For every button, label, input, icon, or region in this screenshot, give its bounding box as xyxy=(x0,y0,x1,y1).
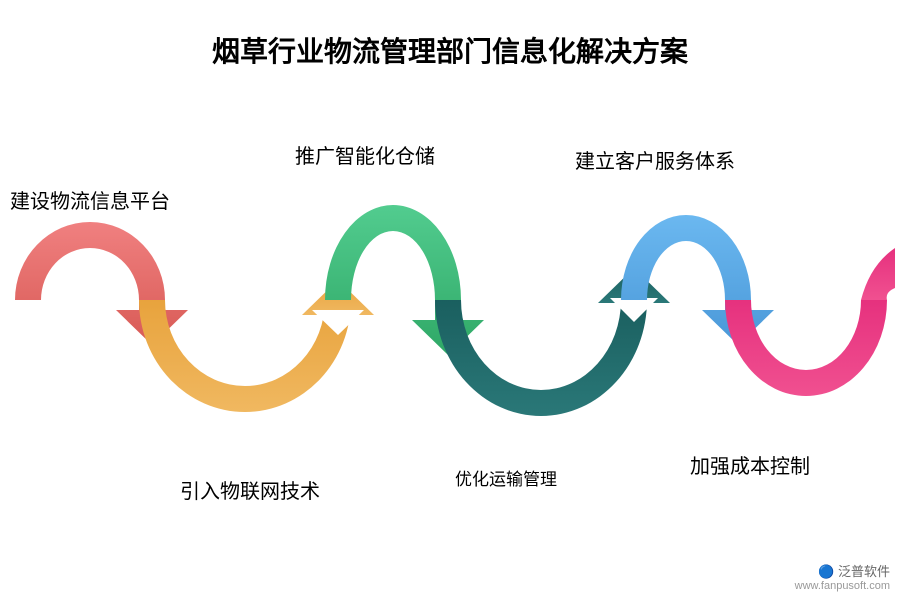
watermark-url: www.fanpusoft.com xyxy=(795,580,890,592)
wave-seg-4 xyxy=(435,300,647,416)
label-seg-2: 引入物联网技术 xyxy=(180,475,320,504)
label-seg-5: 建立客户服务体系 xyxy=(575,145,735,174)
label-seg-1: 建设物流信息平台 xyxy=(10,185,170,214)
label-seg-3: 推广智能化仓储 xyxy=(295,140,435,169)
watermark: 🔵 泛普软件 www.fanpusoft.com xyxy=(795,561,890,592)
label-seg-4: 优化运输管理 xyxy=(455,465,557,490)
wave-seg-4-arrow-notch xyxy=(610,298,658,322)
wave-seg-6 xyxy=(725,300,887,396)
label-seg-6: 加强成本控制 xyxy=(690,450,810,479)
watermark-brand: 🔵 泛普软件 xyxy=(795,561,890,580)
wave-seg-6-tail xyxy=(861,248,895,300)
wave-diagram xyxy=(0,0,900,600)
